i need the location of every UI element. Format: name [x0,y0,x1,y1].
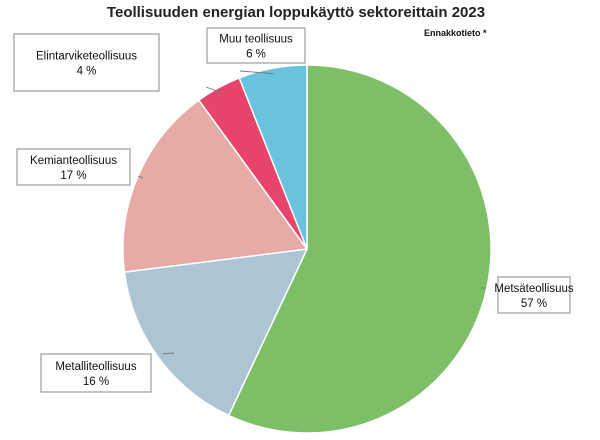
slice-label-elintarviketeollisuus: Elintarviketeollisuus [36,51,137,63]
slice-label-kemianteollisuus: Kemianteollisuus [30,155,117,167]
slice-muu-teollisuus [238,64,308,250]
slice-value-elintarviketeollisuus: 4 % [77,66,97,78]
callout-box-metsateollisuus [497,276,571,314]
leader-metalliteollisuus [162,352,175,355]
leader-muu-teollisuus [239,70,274,75]
slice-metalliteollisuus [123,248,308,417]
slice-label-muu-teollisuus: Muu teollisuus [219,34,293,46]
pie-slices [122,64,492,434]
callout-box-elintarviketeollisuus [13,33,160,92]
slice-value-metsateollisuus: 57 % [521,298,547,310]
callout-box-muu-teollisuus [206,27,306,64]
chart-note: Ennakkotieto * [424,28,487,38]
leader-kemianteollisuus [137,175,144,179]
callout-box-kemianteollisuus [16,148,131,186]
slice-metsateollisuus [227,64,492,434]
slice-value-muu-teollisuus: 6 % [246,49,266,61]
slice-label-metalliteollisuus: Metalliteollisuus [55,361,136,373]
slice-value-metalliteollisuus: 16 % [83,376,109,388]
callout-box-metalliteollisuus [40,353,152,393]
slice-label-metsateollisuus: Metsäteollisuus [494,283,574,295]
slice-value-kemianteollisuus: 17 % [60,170,86,182]
chart-title: Teollisuuden energian loppukäyttö sektor… [107,4,485,21]
pie-callouts: Metsäteollisuus 57 % Metalliteollisuus 16 %… [13,27,574,393]
leader-elintarviketeollisuus [205,86,222,94]
